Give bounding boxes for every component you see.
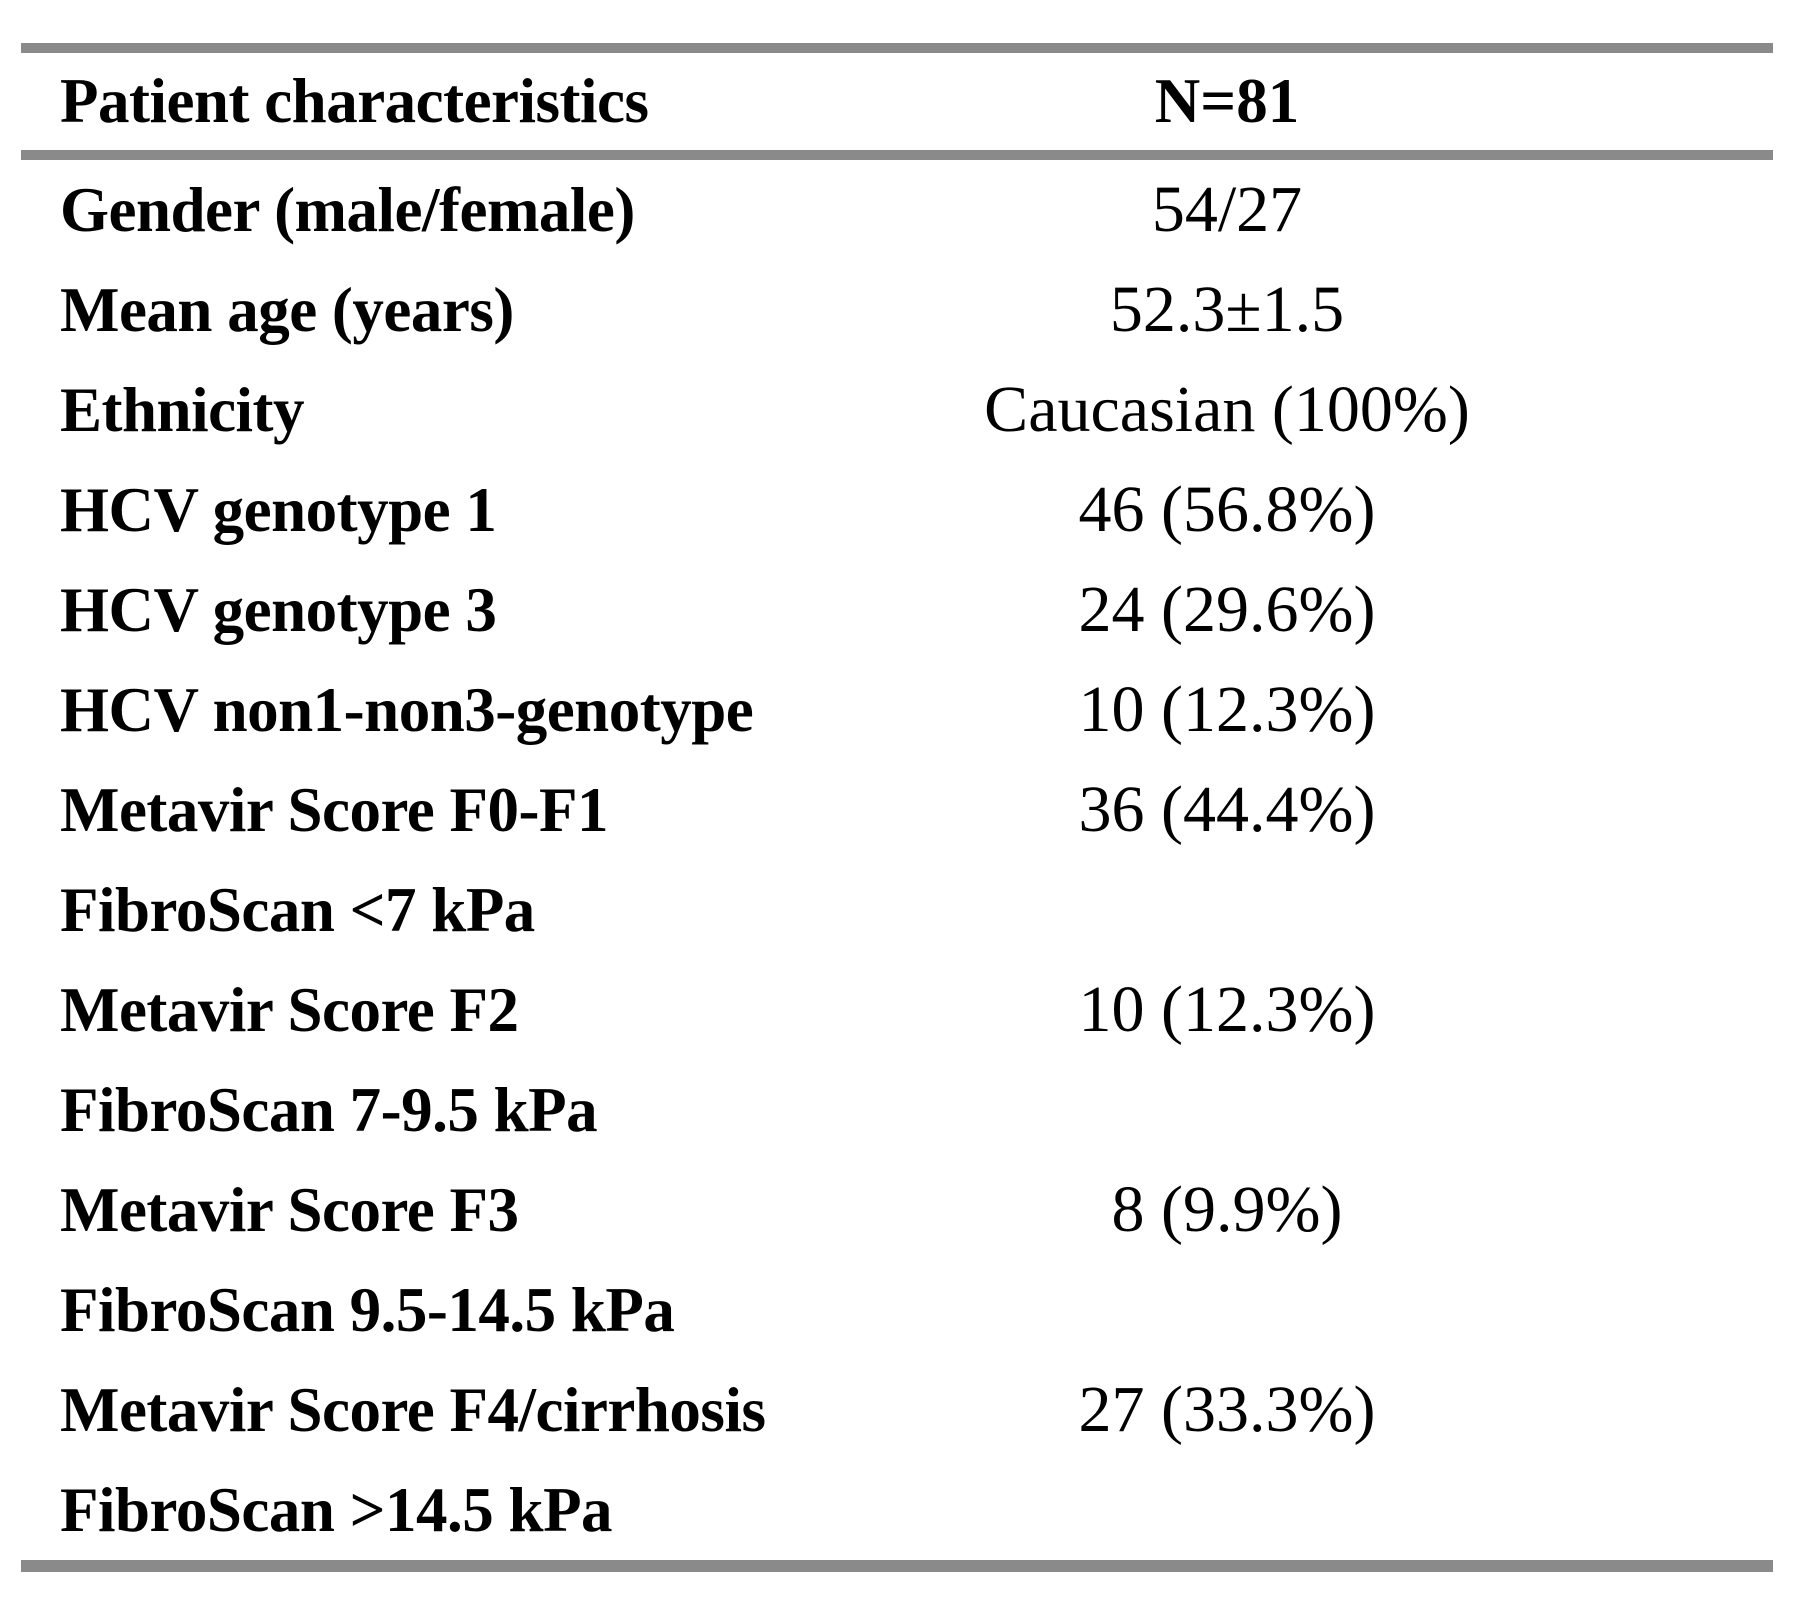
table-header-row: Patient characteristics N=81 [21, 53, 1773, 150]
table-row: FibroScan 7-9.5 kPa [21, 1060, 1773, 1160]
header-label: Patient characteristics [60, 66, 649, 136]
row-label: Metavir Score F0-F1 [60, 774, 608, 845]
table-row: Metavir Score F4/cirrhosis 27 (33.3%) [21, 1360, 1773, 1460]
table-row: Gender (male/female) 54/27 [21, 160, 1773, 260]
table-row: Metavir Score F3 8 (9.9%) [21, 1160, 1773, 1260]
row-value: 24 (29.6%) [1078, 573, 1376, 646]
row-value: 8 (9.9%) [1111, 1173, 1343, 1246]
row-label: Ethnicity [60, 374, 305, 445]
row-value: Caucasian (100%) [984, 373, 1470, 446]
row-value: 27 (33.3%) [1078, 1373, 1376, 1446]
table-row: HCV non1-non3-genotype 10 (12.3%) [21, 660, 1773, 760]
table-row: Mean age (years) 52.3±1.5 [21, 260, 1773, 360]
row-label: FibroScan 7-9.5 kPa [60, 1074, 598, 1145]
row-value [681, 860, 1773, 960]
patient-characteristics-table: Patient characteristics N=81 Gender (mal… [21, 43, 1773, 1572]
table-bottom-rule [21, 1560, 1773, 1572]
row-value: 36 (44.4%) [1078, 773, 1376, 846]
header-value: N=81 [1154, 66, 1300, 136]
table-row: FibroScan >14.5 kPa [21, 1460, 1773, 1560]
row-value: 46 (56.8%) [1078, 473, 1376, 546]
row-label: HCV non1-non3-genotype [60, 674, 754, 745]
table-top-rule [21, 43, 1773, 53]
table-header-rule [21, 150, 1773, 160]
row-value: 10 (12.3%) [1078, 973, 1376, 1046]
row-label: HCV genotype 1 [60, 474, 497, 545]
row-label: Metavir Score F4/cirrhosis [60, 1374, 766, 1445]
table-row: Ethnicity Caucasian (100%) [21, 360, 1773, 460]
row-value: 52.3±1.5 [1109, 273, 1345, 346]
table-row: HCV genotype 1 46 (56.8%) [21, 460, 1773, 560]
row-value [681, 1060, 1773, 1160]
table-row: FibroScan <7 kPa [21, 860, 1773, 960]
row-value [681, 1460, 1773, 1560]
row-label: Gender (male/female) [60, 174, 635, 245]
table-row: Metavir Score F0-F1 36 (44.4%) [21, 760, 1773, 860]
table-row: HCV genotype 3 24 (29.6%) [21, 560, 1773, 660]
table-row: Metavir Score F2 10 (12.3%) [21, 960, 1773, 1060]
row-label: Metavir Score F2 [60, 974, 519, 1045]
table-row: FibroScan 9.5-14.5 kPa [21, 1260, 1773, 1360]
row-label: FibroScan 9.5-14.5 kPa [60, 1274, 675, 1345]
row-label: FibroScan >14.5 kPa [60, 1474, 613, 1545]
row-label: FibroScan <7 kPa [60, 874, 535, 945]
row-label: Metavir Score F3 [60, 1174, 519, 1245]
row-label: HCV genotype 3 [60, 574, 497, 645]
row-value [681, 1260, 1773, 1360]
row-value: 10 (12.3%) [1078, 673, 1376, 746]
row-label: Mean age (years) [60, 274, 514, 345]
row-value: 54/27 [1151, 173, 1303, 246]
